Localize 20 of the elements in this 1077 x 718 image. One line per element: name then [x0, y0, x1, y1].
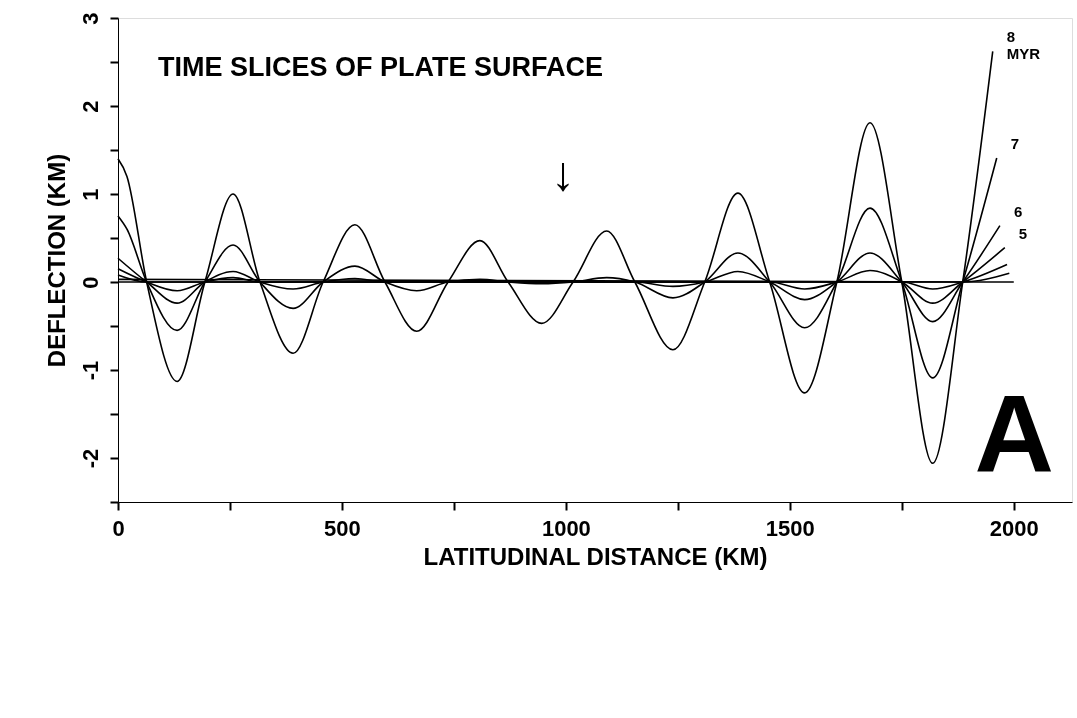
x-tick-label: 500	[324, 515, 361, 541]
annotation: ↓	[551, 147, 575, 200]
y-tick-label: 3	[77, 12, 103, 25]
y-tick-label: -1	[77, 360, 103, 381]
series-label: 6	[1013, 202, 1023, 220]
x-tick-label: 1000	[541, 515, 591, 541]
x-axis-title: LATITUDINAL DISTANCE (KM)	[423, 542, 768, 570]
series-label: 7	[1010, 134, 1020, 152]
x-tick-label: 2000	[989, 515, 1039, 541]
series-label: 8 MYR	[1006, 28, 1041, 63]
series-label: 5	[1018, 224, 1028, 242]
x-tick-label: 1500	[765, 515, 815, 541]
x-tick-label: 0	[112, 515, 125, 541]
y-tick-label: 1	[77, 188, 103, 201]
y-tick-label: 2	[77, 100, 103, 113]
y-tick-label: 0	[77, 276, 103, 289]
y-tick-label: -2	[77, 448, 103, 469]
text: TIME SLICES OF PLATE SURFACE	[158, 52, 604, 82]
annotation: A	[974, 371, 1054, 494]
y-axis-title: DEFLECTION (KM)	[42, 153, 70, 368]
